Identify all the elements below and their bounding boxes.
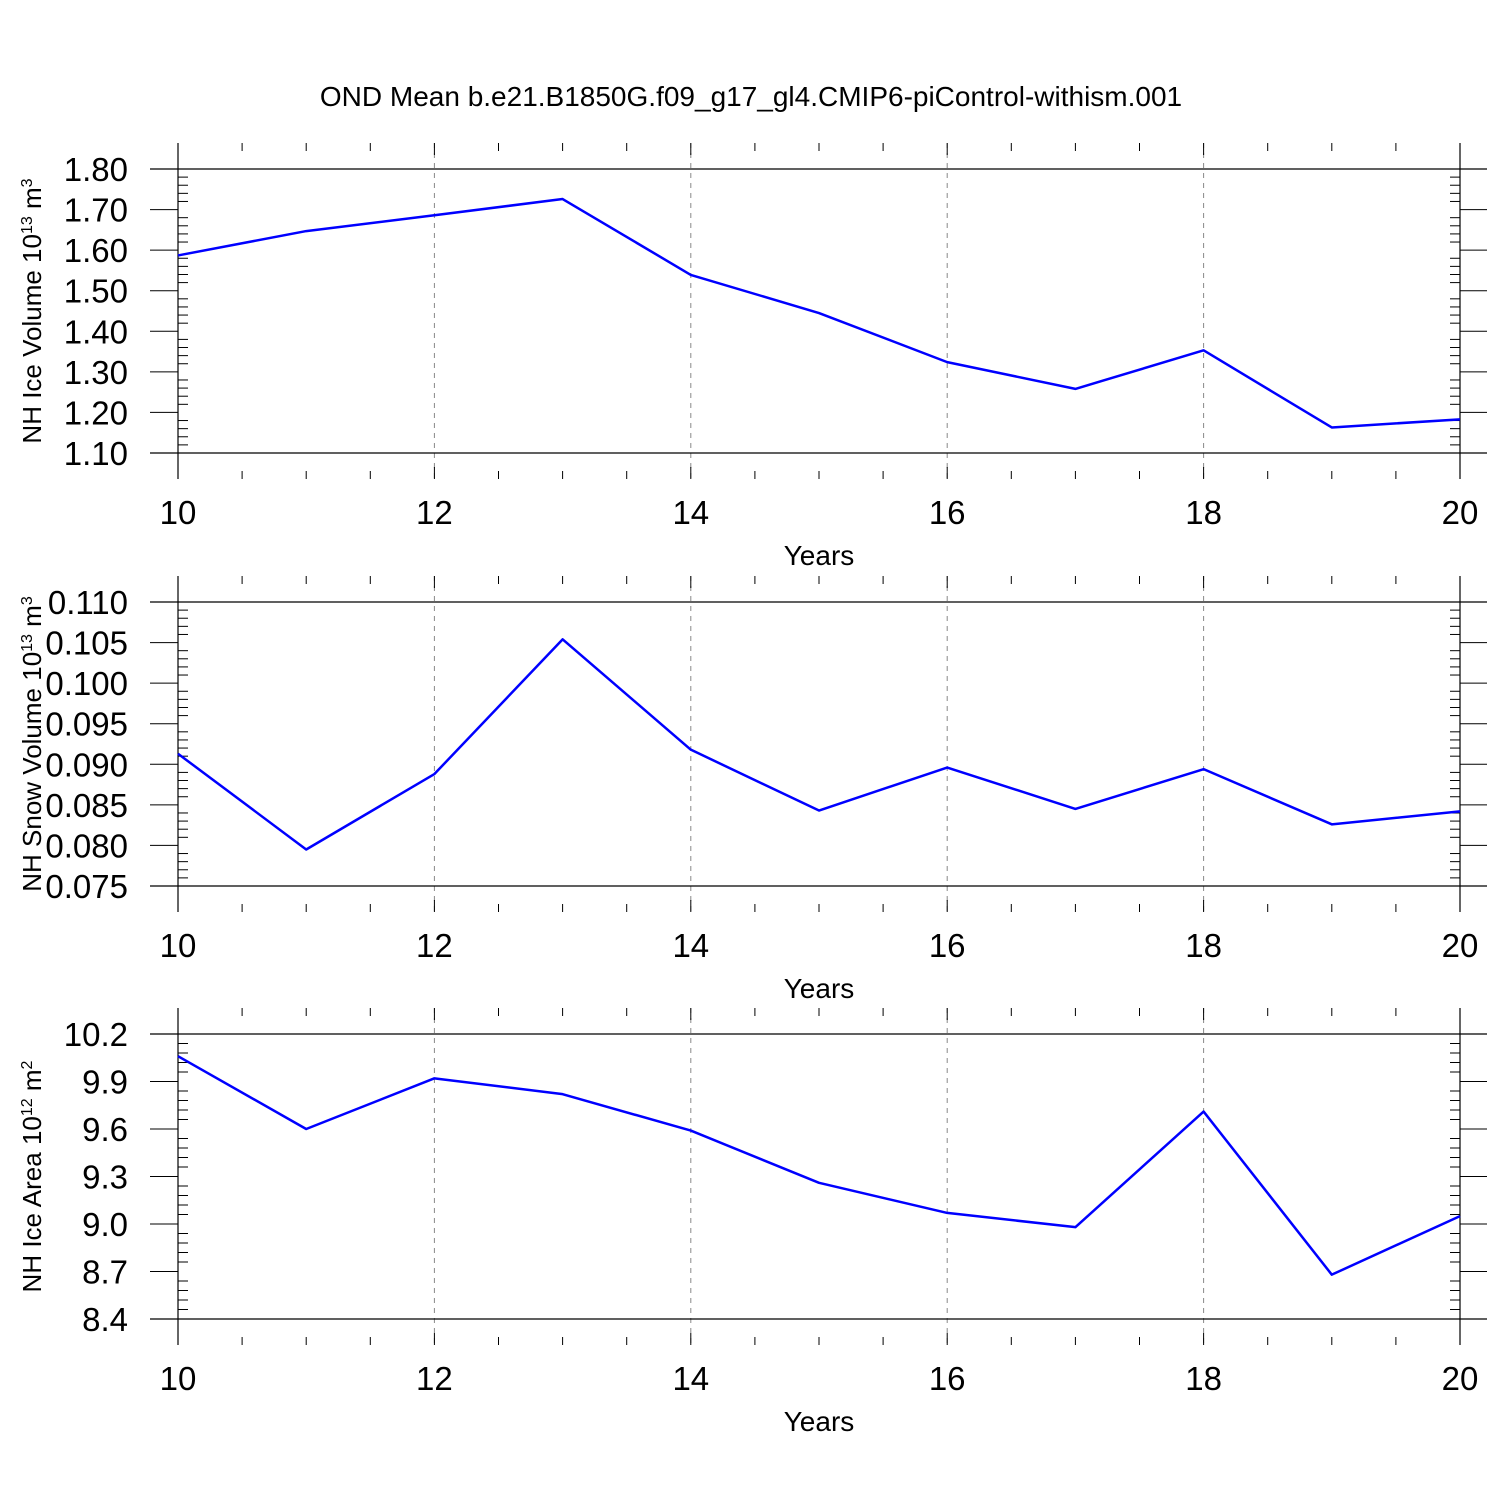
figure-title: OND Mean b.e21.B1850G.f09_g17_gl4.CMIP6-… bbox=[320, 81, 1182, 112]
x-tick-label: 10 bbox=[160, 494, 197, 531]
x-tick-label: 12 bbox=[416, 494, 453, 531]
x-tick-label: 16 bbox=[929, 1360, 966, 1397]
y-tick-label: 0.100 bbox=[45, 665, 128, 702]
y-tick-label: 0.105 bbox=[45, 625, 128, 662]
y-axis-label-superscript: 3 bbox=[19, 178, 36, 187]
y-axis-label-part: NH Snow Volume 10 bbox=[17, 652, 47, 892]
y-tick-label: 1.70 bbox=[64, 192, 128, 229]
x-tick-label: 18 bbox=[1185, 1360, 1222, 1397]
y-tick-label: 1.80 bbox=[64, 151, 128, 188]
y-tick-label: 9.0 bbox=[82, 1206, 128, 1243]
y-tick-label: 9.6 bbox=[82, 1111, 128, 1148]
y-tick-label: 1.10 bbox=[64, 435, 128, 472]
x-tick-label: 12 bbox=[416, 1360, 453, 1397]
y-tick-label: 1.60 bbox=[64, 232, 128, 269]
y-axis-label-part: NH Ice Area 10 bbox=[17, 1116, 47, 1292]
y-axis-label: NH Snow Volume 1013 m3 bbox=[17, 596, 47, 892]
series-line bbox=[177, 638, 1461, 851]
x-tick-label: 16 bbox=[929, 494, 966, 531]
x-tick-label: 16 bbox=[929, 927, 966, 964]
y-tick-label: 0.090 bbox=[45, 746, 128, 783]
x-axis-label: Years bbox=[784, 1406, 855, 1437]
series-line bbox=[177, 197, 1461, 429]
x-axis-label: Years bbox=[784, 540, 855, 571]
y-tick-label: 9.3 bbox=[82, 1159, 128, 1196]
y-axis-label-part: m bbox=[17, 187, 47, 216]
x-tick-label: 10 bbox=[160, 927, 197, 964]
y-tick-label: 0.085 bbox=[45, 787, 128, 824]
series-line bbox=[177, 1055, 1461, 1276]
y-axis-label: NH Ice Area 1012 m2 bbox=[17, 1060, 47, 1292]
x-tick-label: 20 bbox=[1442, 494, 1479, 531]
y-axis-label-part: m bbox=[17, 605, 47, 634]
panel-1: 10 12 14 16 18 20 1.10 1.201.30 1.401.50 1.601.70… bbox=[17, 143, 1487, 571]
x-tick-label: 12 bbox=[416, 927, 453, 964]
y-axis-label-superscript: 2 bbox=[19, 1060, 36, 1069]
y-tick-label: 8.4 bbox=[82, 1301, 128, 1338]
y-tick-label: 0.080 bbox=[45, 827, 128, 864]
x-tick-label: 20 bbox=[1442, 927, 1479, 964]
y-axis-label-superscript: 12 bbox=[19, 1098, 36, 1116]
x-tick-label: 18 bbox=[1185, 927, 1222, 964]
y-axis-label-part: NH Ice Volume 10 bbox=[17, 234, 47, 444]
panels: 10 12 14 16 18 20 1.10 1.201.30 1.401.50 1.601.70… bbox=[17, 143, 1487, 1437]
y-axis-label-superscript: 13 bbox=[19, 634, 36, 652]
y-tick-label: 1.20 bbox=[64, 394, 128, 431]
x-tick-label: 20 bbox=[1442, 1360, 1479, 1397]
x-tick-label: 18 bbox=[1185, 494, 1222, 531]
y-tick-label: 0.075 bbox=[45, 868, 128, 905]
x-tick-label: 14 bbox=[672, 1360, 709, 1397]
y-tick-label: 1.50 bbox=[64, 273, 128, 310]
x-tick-label: 14 bbox=[672, 494, 709, 531]
y-axis-label-superscript: 3 bbox=[19, 596, 36, 605]
y-axis-label-part: m bbox=[17, 1069, 47, 1098]
x-tick-label: 10 bbox=[160, 1360, 197, 1397]
y-tick-label: 9.9 bbox=[82, 1064, 128, 1101]
y-tick-label: 10.2 bbox=[64, 1016, 128, 1053]
y-axis-label-superscript: 13 bbox=[19, 216, 36, 234]
y-axis-label: NH Ice Volume 1013 m3 bbox=[17, 178, 47, 443]
y-tick-label: 8.7 bbox=[82, 1254, 128, 1291]
y-tick-label: 0.095 bbox=[45, 706, 128, 743]
x-tick-label: 14 bbox=[672, 927, 709, 964]
x-axis-label: Years bbox=[784, 973, 855, 1004]
y-tick-label: 1.30 bbox=[64, 354, 128, 391]
y-tick-label: 0.110 bbox=[48, 584, 128, 621]
y-tick-label: 1.40 bbox=[64, 313, 128, 350]
panel-3: 10 12 14 16 18 20 8.4 8.7 9.0 9.3 9.6 9.9 10.2 Years N… bbox=[17, 1008, 1487, 1437]
